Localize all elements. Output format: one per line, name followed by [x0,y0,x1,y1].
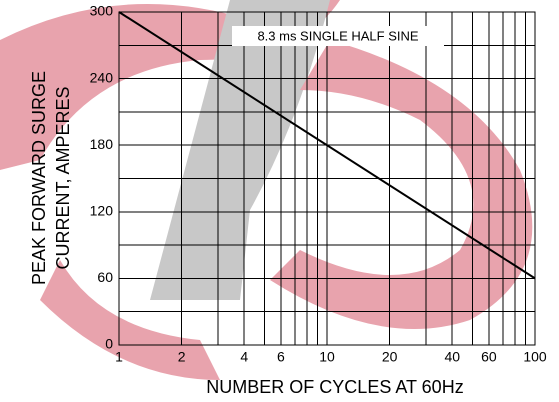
y-tick-label: 240 [90,69,114,85]
x-tick-label: 40 [444,349,460,365]
x-tick-label: 6 [277,349,285,365]
annotation: 8.3 ms SINGLE HALF SINE [257,28,418,43]
x-tick-label: 100 [523,349,547,365]
watermark-shape [40,260,220,380]
watermark-shape [270,40,533,329]
y-axis-label: CURRENT, AMPERES [53,86,73,269]
annotation-background [232,26,444,46]
x-tick-label: 20 [382,349,398,365]
y-axis-label: PEAK FORWARD SURGE [29,71,49,285]
y-tick-label: 120 [90,203,114,219]
y-tick-label: 180 [90,136,114,152]
x-tick-label: 4 [240,349,248,365]
x-tick-label: 10 [319,349,335,365]
x-tick-label: 1 [115,349,123,365]
x-tick-label: 60 [481,349,497,365]
y-tick-label: 0 [105,336,113,352]
line [118,11,536,280]
x-tick-label: 2 [178,349,186,365]
y-tick-label: 60 [97,269,113,285]
plot-frame [118,11,536,346]
y-tick-label: 300 [90,3,114,19]
watermark-shape [150,0,330,300]
x-axis-label: NUMBER OF CYCLES AT 60Hz [206,377,463,397]
